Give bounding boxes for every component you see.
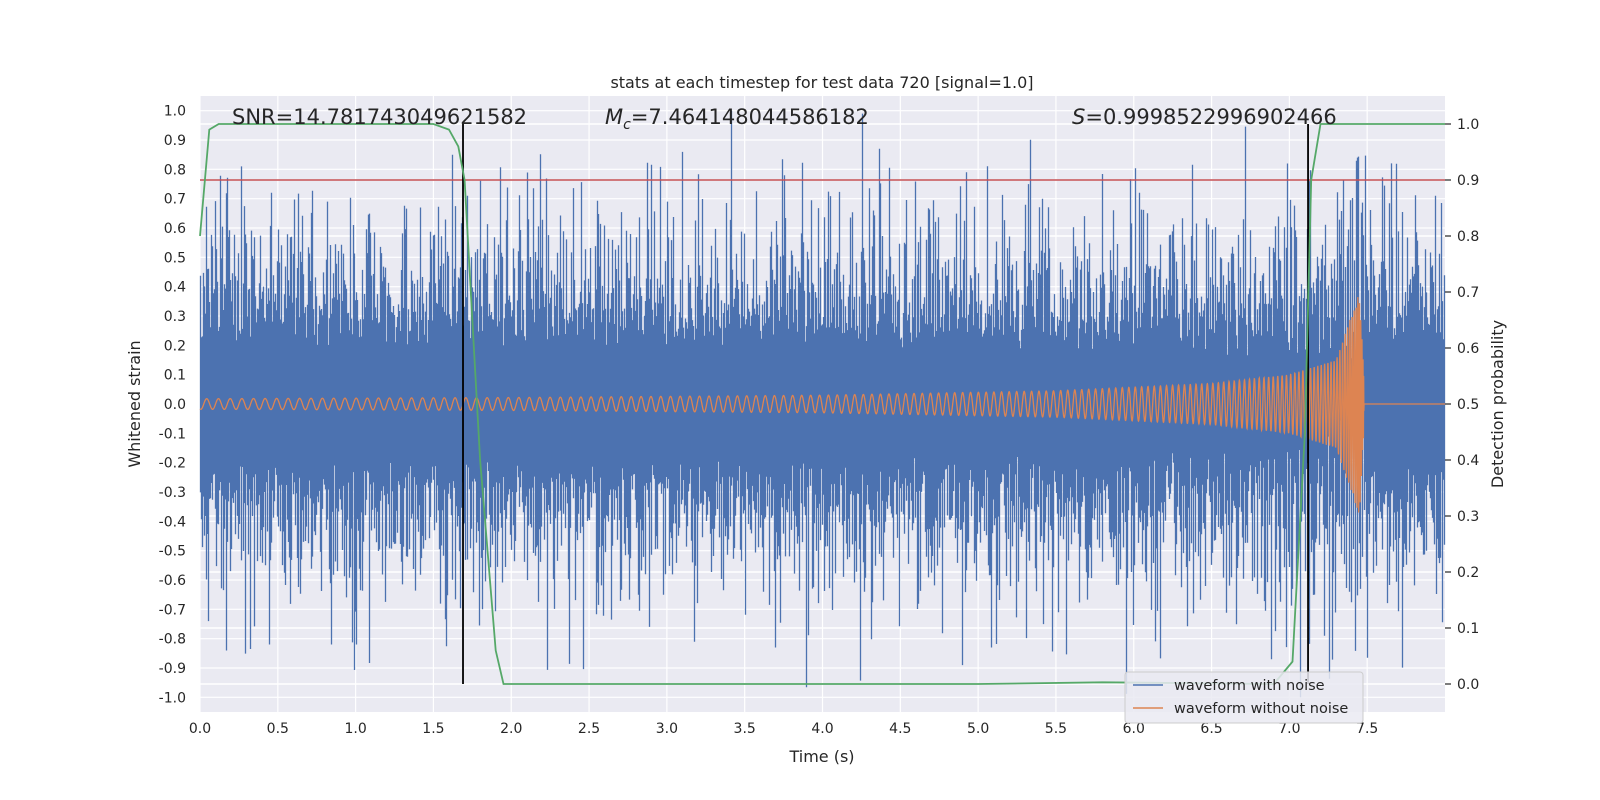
x-tick-label: 6.0	[1123, 721, 1145, 737]
y-tick-label: -0.8	[159, 632, 186, 648]
y-tick-label: 1.0	[164, 104, 186, 120]
x-tick-label: 5.0	[967, 721, 989, 737]
y2-tick-label: 0.4	[1457, 453, 1479, 469]
y2-tick-label: 0.5	[1457, 397, 1479, 413]
chirp-mass-annotation: Mc=7.464148044586182	[605, 105, 869, 133]
y2-tick-label: 0.6	[1457, 341, 1479, 357]
y-tick-label: -1.0	[159, 690, 186, 706]
y-axis-label: Whitened strain	[125, 340, 144, 467]
series-waveform-without-noise	[199, 297, 1445, 513]
x-tick-label: 3.0	[656, 721, 678, 737]
y-tick-label: 0.1	[164, 368, 186, 384]
x-tick-label: 6.5	[1200, 721, 1222, 737]
mc-symbol: M	[605, 105, 623, 129]
y2-tick-label: 1.0	[1457, 117, 1479, 133]
y-tick-label: -0.5	[159, 544, 186, 560]
legend-label-noise: waveform with noise	[1174, 678, 1325, 694]
x-tick-label: 5.5	[1045, 721, 1067, 737]
y-tick-label: 0.0	[164, 397, 186, 413]
s-value: =0.9998522996902466	[1085, 105, 1336, 129]
y2-tick-label: 0.9	[1457, 173, 1479, 189]
y-tick-label: 0.9	[164, 133, 186, 149]
y-tick-label: 0.8	[164, 162, 186, 178]
x-tick-label: 4.0	[811, 721, 833, 737]
clean-waveform-path	[199, 297, 1445, 513]
y-tick-label: 0.6	[164, 221, 186, 237]
overlay-lines	[200, 124, 1445, 684]
s-symbol: S	[1072, 105, 1085, 129]
y-tick-label: -0.3	[159, 485, 186, 501]
y-tick-label: 0.3	[164, 309, 186, 325]
x-tick-label: 2.5	[578, 721, 600, 737]
x-tick-label: 2.0	[500, 721, 522, 737]
y2-axis-label: Detection probability	[1488, 320, 1507, 488]
y2-tick-label: 0.0	[1457, 677, 1479, 693]
y-tick-label: -0.6	[159, 573, 186, 589]
s-annotation: S=0.9998522996902466	[1072, 105, 1337, 129]
y-tick-label: -0.2	[159, 456, 186, 472]
legend: waveform with noise waveform without noi…	[1124, 671, 1364, 724]
x-tick-label: 4.5	[889, 721, 911, 737]
y2-tick-label: 0.3	[1457, 509, 1479, 525]
x-tick-label: 0.0	[189, 721, 211, 737]
x-tick-label: 7.5	[1356, 721, 1378, 737]
y-tick-label: -0.7	[159, 602, 186, 618]
probability-line	[199, 123, 1445, 685]
snr-annotation: SNR=14.781743049621582	[232, 105, 527, 129]
y2-tick-label: 0.8	[1457, 229, 1479, 245]
y2-tick-label: 0.1	[1457, 621, 1479, 637]
chart-title: stats at each timestep for test data 720…	[610, 73, 1033, 92]
legend-box	[1124, 671, 1364, 724]
y-tick-label: 0.5	[164, 250, 186, 266]
x-tick-label: 0.5	[267, 721, 289, 737]
mc-value: =7.464148044586182	[631, 105, 869, 129]
x-tick-label: 3.5	[734, 721, 756, 737]
mc-subscript: c	[623, 117, 631, 133]
y-tick-label: -0.1	[159, 426, 186, 442]
series-detection-probability	[199, 123, 1445, 685]
ticks: 0.0 0.5 1.0 1.5 2.0 2.5 3.0 3.5 4.0 4.5 5.0 5.5 6.0 6…	[159, 104, 1480, 737]
x-tick-label: 1.5	[422, 721, 444, 737]
y-tick-label: -0.9	[159, 661, 186, 677]
y2-tick-label: 0.7	[1457, 285, 1479, 301]
x-axis-label: Time (s)	[788, 747, 854, 766]
y-tick-label: 0.2	[164, 338, 186, 354]
y-tick-label: 0.4	[164, 280, 186, 296]
y-tick-label: 0.7	[164, 192, 186, 208]
x-tick-label: 1.0	[344, 721, 366, 737]
y2-tick-label: 0.2	[1457, 565, 1479, 581]
legend-label-clean: waveform without noise	[1174, 701, 1348, 717]
y-tick-label: -0.4	[159, 514, 186, 530]
x-tick-label: 7.0	[1278, 721, 1300, 737]
